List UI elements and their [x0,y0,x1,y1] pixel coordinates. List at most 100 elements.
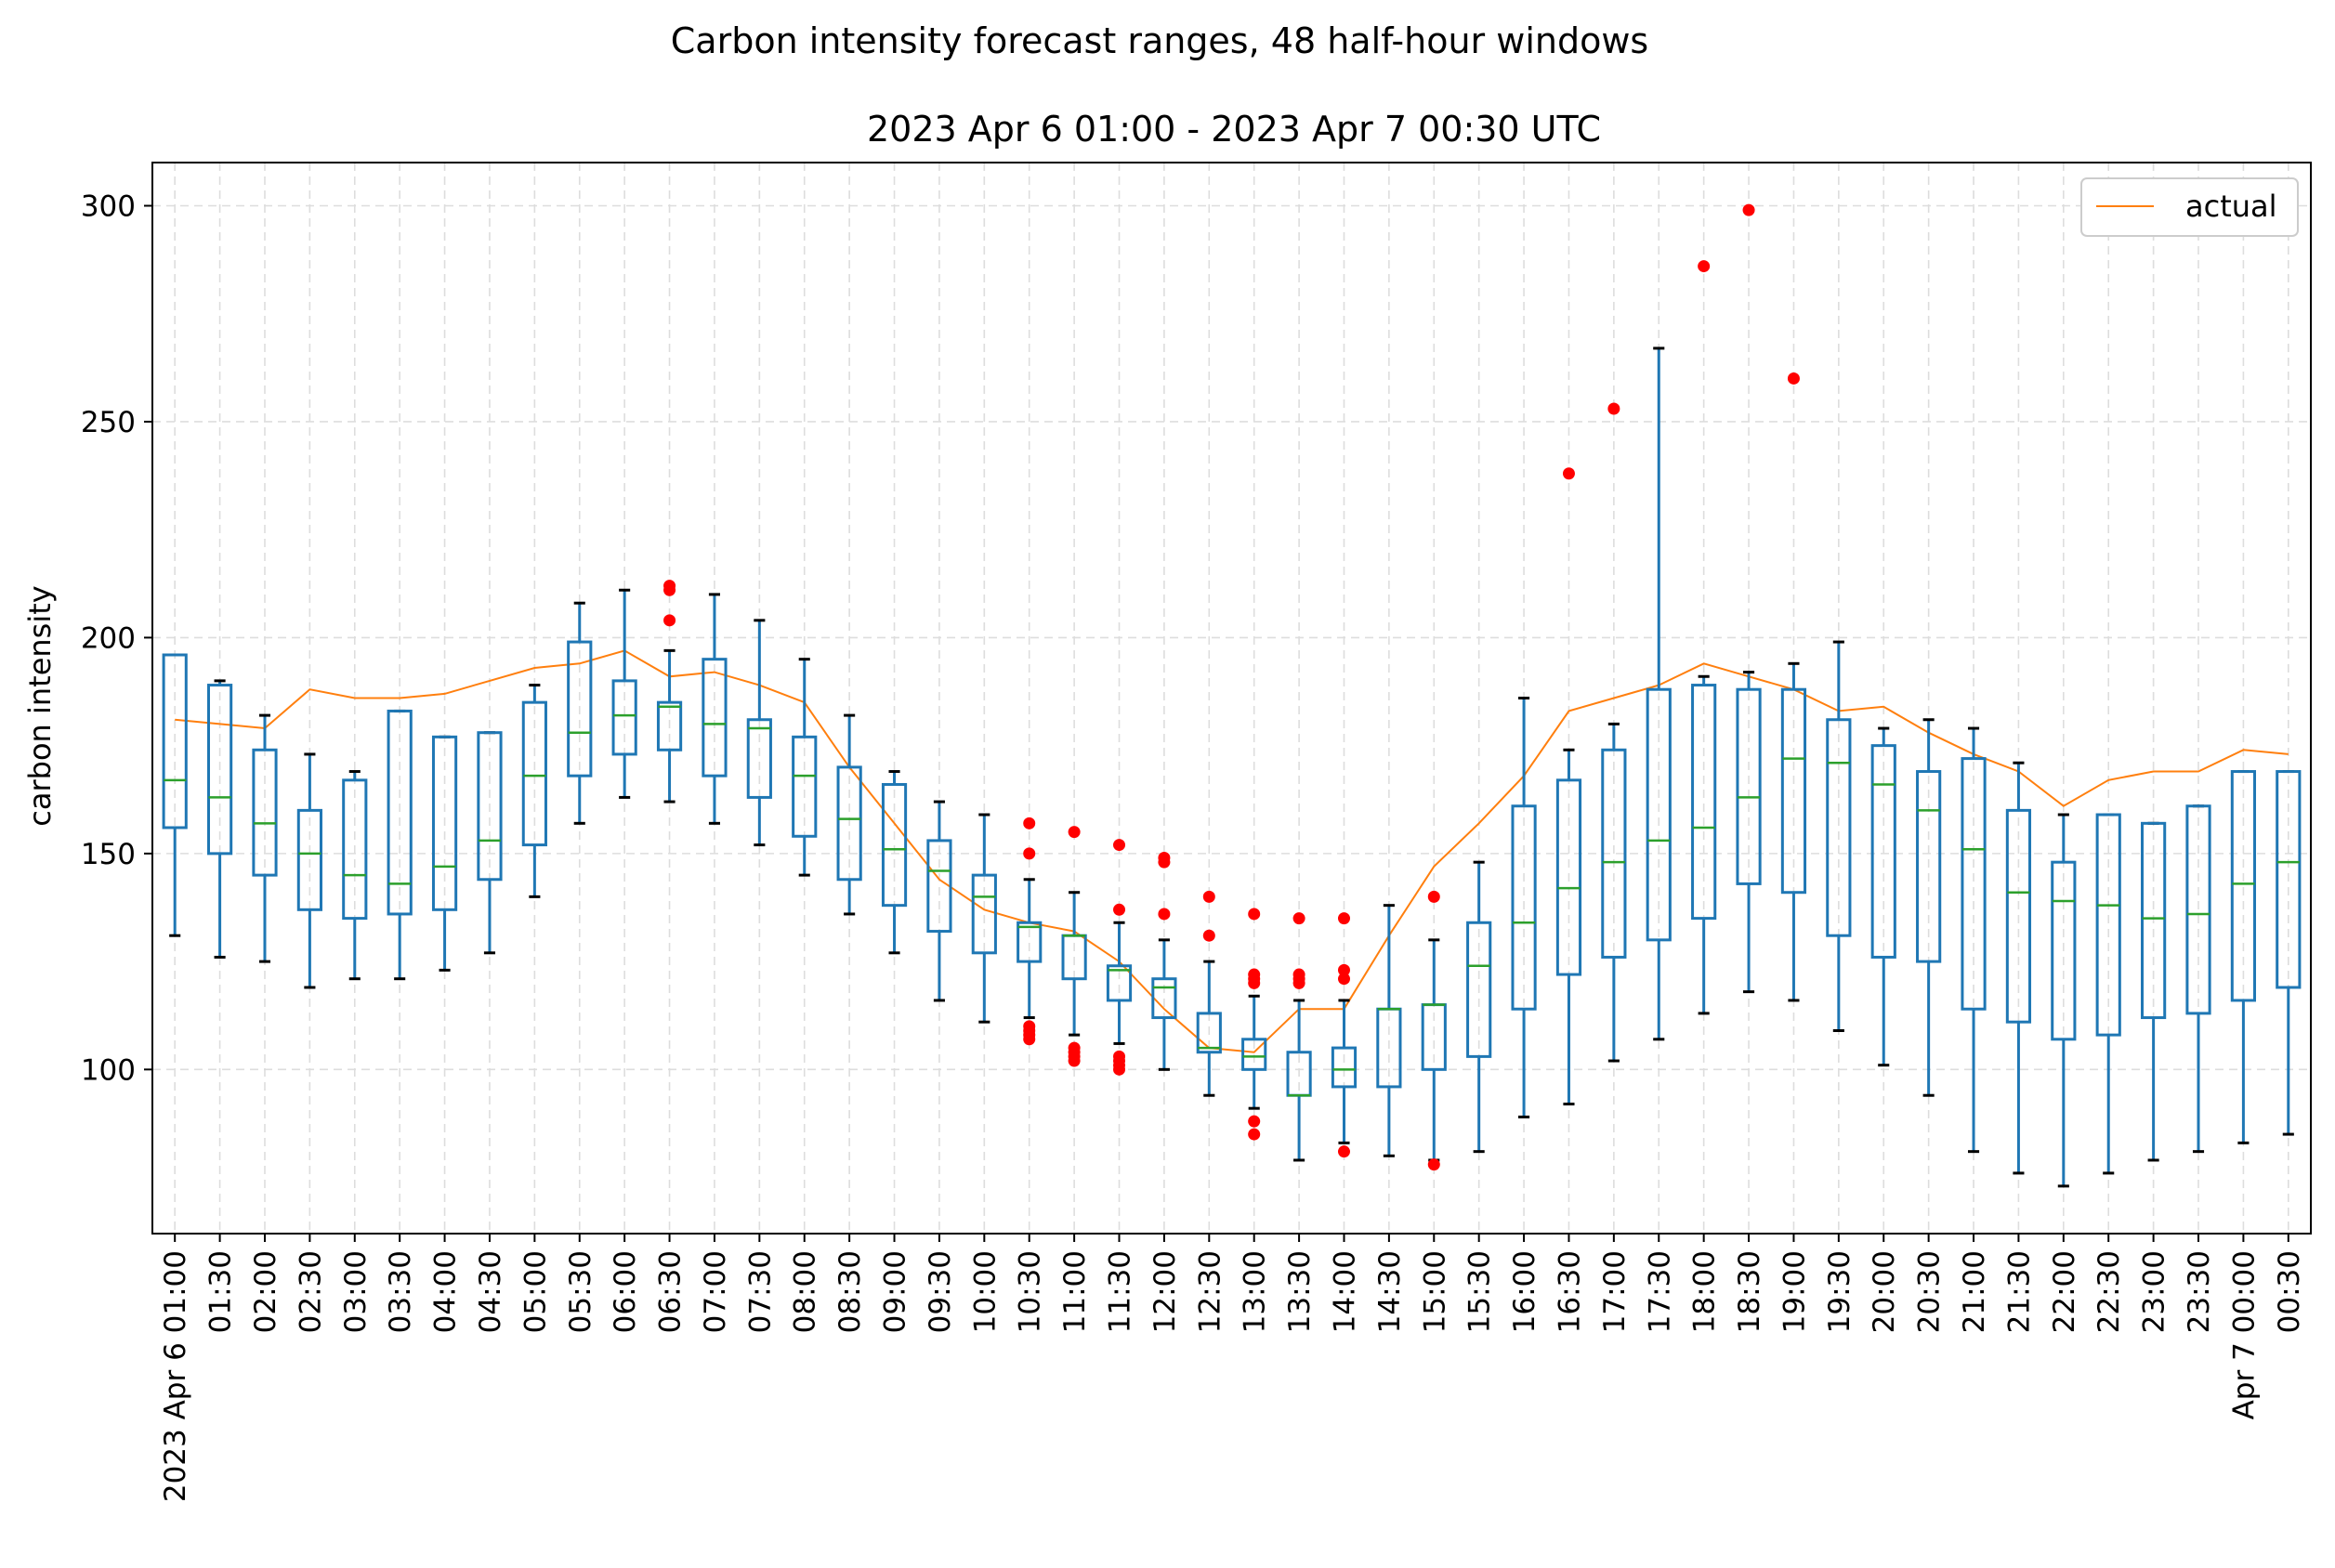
outlier-point [1023,1020,1036,1033]
box [1511,804,1537,1011]
outlier-point [1248,968,1261,981]
box [1241,1038,1267,1071]
x-tick-label: 12:00 [1148,1250,1182,1333]
x-tick-label: 10:00 [968,1250,1002,1333]
box [387,709,413,916]
y-tick-label: 100 [81,1053,136,1087]
x-tick-label: 10:30 [1014,1250,1047,1333]
box-group [792,658,818,877]
outlier-point [1562,467,1575,480]
y-tick-label: 250 [81,406,136,439]
box-group [971,813,997,1024]
box-group [702,593,728,825]
legend: actual [2080,177,2299,237]
x-tick-label: 06:30 [654,1250,688,1333]
x-tick-label: 12:30 [1193,1250,1227,1333]
box-group [1961,726,1987,1154]
box-group [1916,718,1942,1097]
box [2095,813,2121,1037]
box-group [611,588,637,799]
box-group [2095,813,2121,1175]
box [2141,821,2167,1020]
box-group [1736,203,1762,994]
x-tick-label: 03:30 [384,1250,417,1333]
x-tick-label: 21:30 [2002,1250,2036,1333]
x-tick-label: 18:30 [1733,1250,1766,1333]
box [1151,977,1177,1020]
x-tick-label: 19:30 [1823,1250,1856,1333]
box-group [2230,770,2257,1144]
box [971,873,997,955]
outlier-point [1113,839,1126,852]
outlier-point [1337,1145,1350,1158]
box [477,731,503,882]
x-tick-label: 13:30 [1283,1250,1317,1333]
x-tick-label: 17:00 [1598,1250,1632,1333]
box-group [431,735,458,972]
box-group [926,800,952,1002]
box [881,782,908,908]
x-tick-label: 16:00 [1508,1250,1541,1333]
box-group [1151,852,1177,1071]
y-tick-label: 300 [81,189,136,223]
outlier-point [1248,908,1261,921]
outlier-point [1787,372,1800,385]
box [2051,860,2077,1041]
x-tick-label: 22:30 [2092,1250,2126,1333]
x-tick-label: 17:30 [1643,1250,1676,1333]
box-group [1196,890,1222,1097]
x-tick-label: 14:00 [1328,1250,1361,1333]
x-tick-label: 15:00 [1418,1250,1451,1333]
x-tick-label: 06:00 [609,1250,642,1333]
box-group [477,731,503,955]
x-tick-label: 00:30 [2273,1250,2306,1333]
outlier-point [1113,1050,1126,1063]
box [1017,921,1043,963]
x-tick-label: 02:30 [294,1250,327,1333]
box-group [2005,761,2032,1175]
outlier-point [1698,260,1711,273]
box-group [1646,346,1672,1041]
outlier-point [1742,203,1755,216]
box [1826,718,1852,937]
box [926,839,952,934]
x-tick-label: 07:30 [743,1250,777,1333]
box [296,808,322,911]
x-tick-label: 2023 Apr 6 01:00 [159,1250,192,1502]
outlier-point [1113,903,1126,916]
box [702,658,728,777]
box [1961,757,1987,1011]
box-group [252,713,278,963]
box [1106,964,1133,1002]
outlier-point [1337,963,1350,976]
outlier-point [1248,1115,1261,1128]
outlier-point [1023,847,1036,860]
box-group [2185,804,2211,1154]
outlier-point [1023,817,1036,830]
box [1331,1046,1358,1089]
box [1646,687,1672,942]
box-group [296,752,322,989]
box-group [1241,908,1267,1141]
box [746,718,772,799]
outlier-point [1158,908,1171,921]
x-tick-label: 13:00 [1239,1250,1272,1333]
box-group [656,580,683,804]
box-group [1691,260,1717,1015]
y-tick-label: 200 [81,621,136,655]
x-tick-label: 14:30 [1373,1250,1407,1333]
x-tick-label: 02:00 [249,1250,282,1333]
outlier-point [1292,912,1305,925]
chart-title: 2023 Apr 6 01:00 - 2023 Apr 7 00:30 UTC [867,109,1601,150]
box-group [1421,890,1447,1171]
chart-suptitle: Carbon intensity forecast ranges, 48 hal… [671,20,1648,61]
plot-frame [151,162,2312,1235]
box-group [1780,372,1807,1002]
box [1780,687,1807,895]
box-group [1601,402,1627,1063]
box [1870,744,1896,959]
box [342,778,368,921]
x-tick-label: 15:30 [1463,1250,1497,1333]
x-tick-label: 18:00 [1688,1250,1722,1333]
